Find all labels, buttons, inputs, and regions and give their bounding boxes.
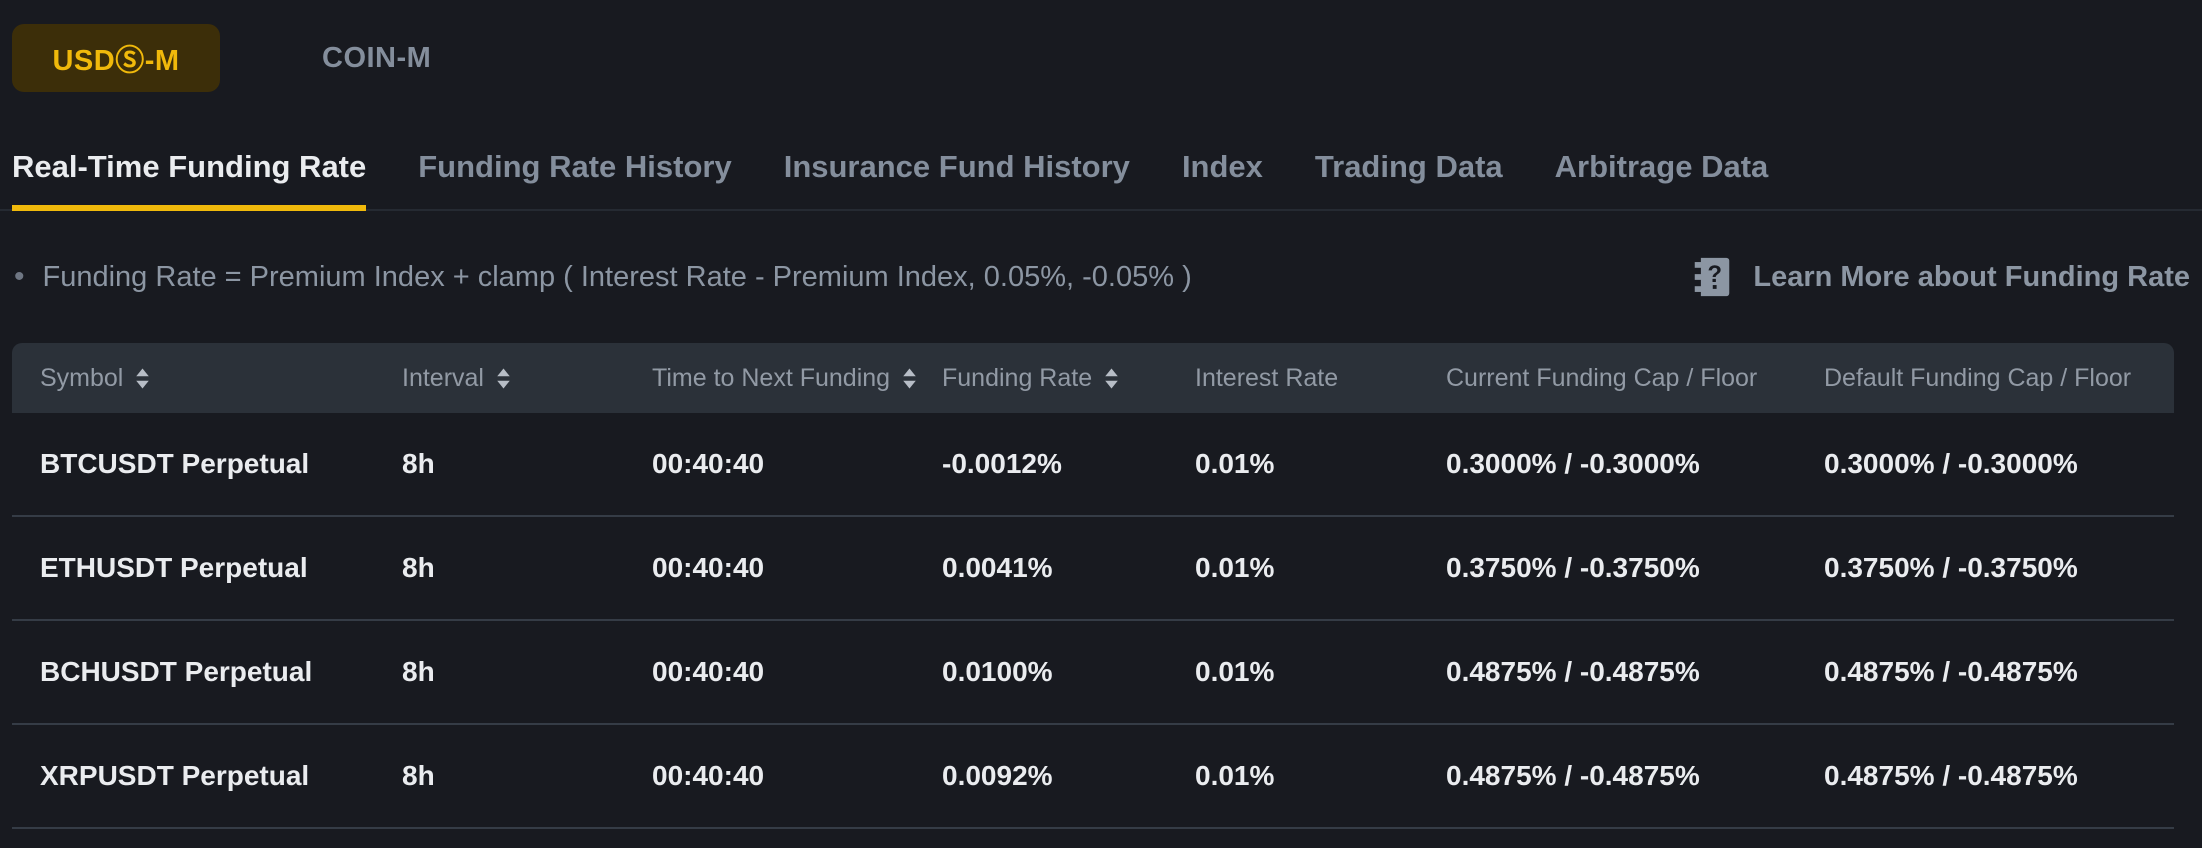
cell-current-funding-cap-floor: 0.4875% / -0.4875%: [1446, 656, 1700, 687]
funding-rate-formula: • Funding Rate = Premium Index + clamp (…: [14, 260, 1192, 294]
cell-current-funding-cap-floor: 0.3750% / -0.3750%: [1446, 552, 1700, 583]
tab-index[interactable]: Index: [1181, 149, 1263, 184]
column-label: Interest Rate: [1195, 363, 1339, 392]
cell-funding-rate: -0.0012%: [942, 448, 1062, 479]
table-row[interactable]: BCHUSDT Perpetual 8h 00:40:40 0.0100% 0.01% 0…: [12, 621, 2174, 725]
column-label: Time to Next Funding: [652, 363, 891, 392]
column-header-funding-rate[interactable]: Funding Rate: [942, 364, 1195, 393]
svg-text:?: ?: [1708, 261, 1723, 288]
cell-interest-rate: 0.01%: [1195, 656, 1275, 687]
sort-icon[interactable]: [902, 367, 917, 390]
cell-funding-rate: 0.0092%: [942, 760, 1053, 791]
tab-insurance-fund-history[interactable]: Insurance Fund History: [783, 149, 1130, 184]
cell-time-to-next-funding: 00:40:40: [652, 656, 765, 687]
cell-time-to-next-funding: 00:40:40: [652, 760, 765, 791]
table-row[interactable]: ETHUSDT Perpetual 8h 00:40:40 0.0041% 0.01% 0…: [12, 517, 2174, 621]
tab-bar: Real-Time Funding Rate Funding Rate Histo…: [0, 132, 2202, 211]
column-label: Interval: [402, 363, 484, 392]
cell-default-funding-cap-floor: 0.3750% / -0.3750%: [1824, 552, 2078, 583]
table-body: BTCUSDT Perpetual 8h 00:40:40 -0.0012% 0.01%…: [12, 413, 2174, 829]
cell-funding-rate: 0.0100%: [942, 656, 1053, 687]
cell-interval: 8h: [402, 552, 435, 583]
cell-interest-rate: 0.01%: [1195, 552, 1275, 583]
cell-interval: 8h: [402, 448, 435, 479]
column-label: Symbol: [40, 363, 124, 392]
market-coin-m-button[interactable]: COIN-M: [322, 41, 432, 74]
tab-real-time-funding-rate[interactable]: Real-Time Funding Rate: [12, 132, 367, 211]
market-type-toggle: USDⓈ-M COIN-M: [0, 0, 2202, 92]
cell-time-to-next-funding: 00:40:40: [652, 448, 765, 479]
cell-symbol: XRPUSDT Perpetual: [40, 760, 310, 791]
bullet-icon: •: [14, 260, 25, 293]
column-header-symbol[interactable]: Symbol: [40, 364, 402, 393]
column-header-interval[interactable]: Interval: [402, 364, 652, 393]
sort-icon[interactable]: [496, 367, 511, 390]
tab-arbitrage-data[interactable]: Arbitrage Data: [1554, 149, 1769, 184]
column-header-default-funding-cap-floor[interactable]: Default Funding Cap / Floor: [1824, 364, 2174, 393]
sort-icon[interactable]: [1104, 367, 1119, 390]
cell-current-funding-cap-floor: 0.3000% / -0.3000%: [1446, 448, 1700, 479]
formula-text: Funding Rate = Premium Index + clamp ( I…: [42, 260, 1192, 293]
learn-more-link[interactable]: ? Learn More about Funding Rate: [1689, 254, 2190, 300]
sort-icon[interactable]: [135, 367, 150, 390]
column-label: Default Funding Cap / Floor: [1824, 363, 2132, 392]
column-header-current-funding-cap-floor[interactable]: Current Funding Cap / Floor: [1446, 364, 1824, 393]
info-bar: • Funding Rate = Premium Index + clamp (…: [0, 211, 2202, 343]
tab-funding-rate-history[interactable]: Funding Rate History: [418, 149, 732, 184]
learn-more-label: Learn More about Funding Rate: [1753, 260, 2190, 293]
column-label: Funding Rate: [942, 363, 1093, 392]
table-header-row: Symbol Interval Time to Next Funding Fun…: [12, 343, 2174, 413]
funding-rate-table: Symbol Interval Time to Next Funding Fun…: [12, 343, 2174, 829]
market-usds-m-button[interactable]: USDⓈ-M: [12, 24, 220, 92]
column-label: Current Funding Cap / Floor: [1446, 363, 1758, 392]
guide-question-icon: ?: [1689, 254, 1735, 300]
cell-current-funding-cap-floor: 0.4875% / -0.4875%: [1446, 760, 1700, 791]
table-row[interactable]: BTCUSDT Perpetual 8h 00:40:40 -0.0012% 0.01%…: [12, 413, 2174, 517]
cell-symbol: ETHUSDT Perpetual: [40, 552, 308, 583]
tab-trading-data[interactable]: Trading Data: [1314, 149, 1503, 184]
cell-symbol: BTCUSDT Perpetual: [40, 448, 310, 479]
cell-default-funding-cap-floor: 0.3000% / -0.3000%: [1824, 448, 2078, 479]
cell-default-funding-cap-floor: 0.4875% / -0.4875%: [1824, 760, 2078, 791]
cell-funding-rate: 0.0041%: [942, 552, 1053, 583]
cell-symbol: BCHUSDT Perpetual: [40, 656, 313, 687]
cell-interest-rate: 0.01%: [1195, 760, 1275, 791]
table-row[interactable]: XRPUSDT Perpetual 8h 00:40:40 0.0092% 0.01% 0…: [12, 725, 2174, 829]
column-header-time-to-next-funding[interactable]: Time to Next Funding: [652, 364, 942, 393]
column-header-interest-rate[interactable]: Interest Rate: [1195, 364, 1446, 393]
cell-interval: 8h: [402, 760, 435, 791]
cell-default-funding-cap-floor: 0.4875% / -0.4875%: [1824, 656, 2078, 687]
cell-interest-rate: 0.01%: [1195, 448, 1275, 479]
cell-interval: 8h: [402, 656, 435, 687]
cell-time-to-next-funding: 00:40:40: [652, 552, 765, 583]
